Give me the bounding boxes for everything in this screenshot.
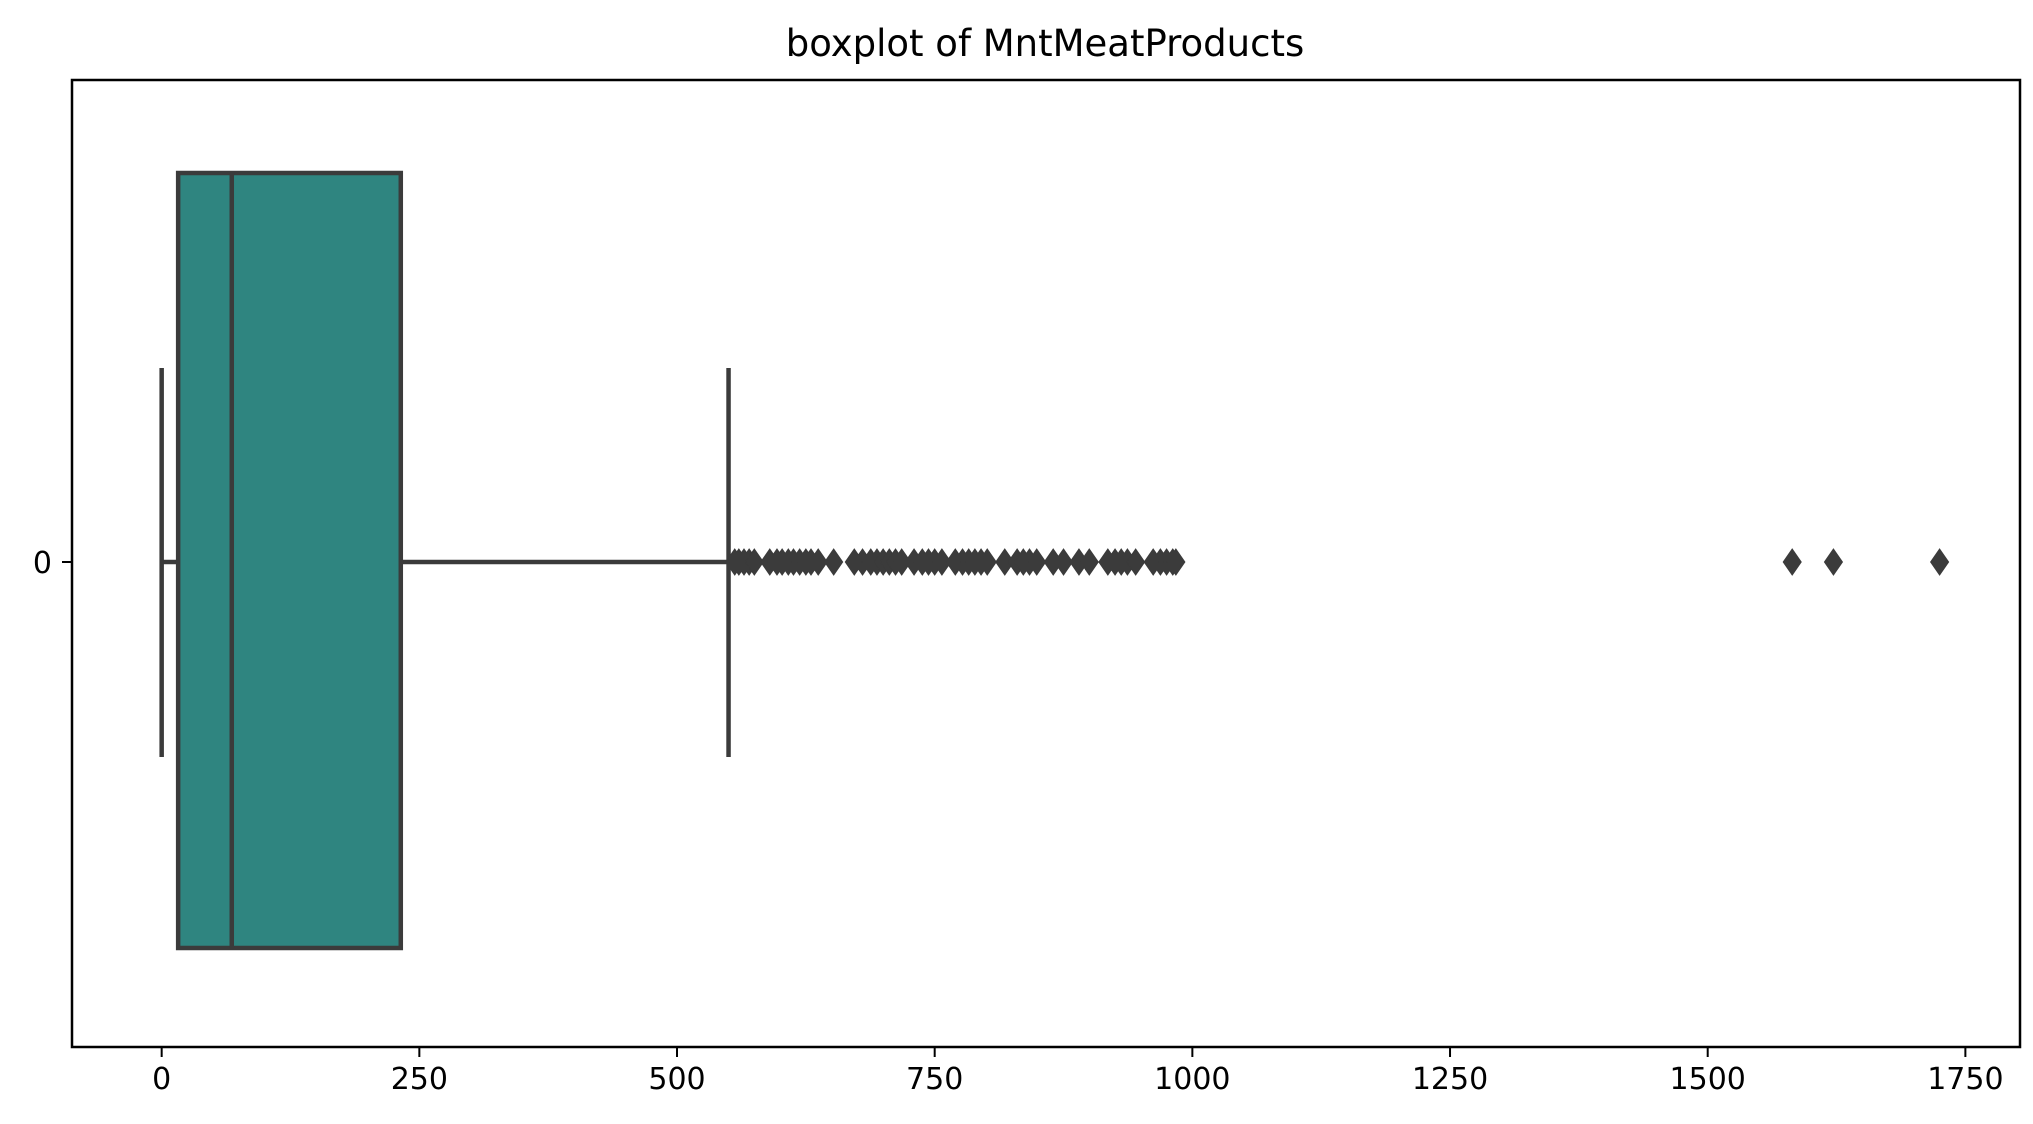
plot-frame — [70, 78, 2022, 1049]
outlier-point — [1166, 548, 1186, 576]
iqr-box — [175, 170, 404, 951]
plot-area — [159, 170, 1950, 951]
outlier-point — [1782, 548, 1802, 576]
x-tick-label: 1000 — [1154, 1062, 1230, 1097]
outlier-point — [744, 548, 764, 576]
outlier-point — [1929, 548, 1950, 576]
outlier-point — [808, 548, 828, 576]
outlier-point — [1126, 548, 1146, 576]
y-tick-label: 0 — [33, 546, 52, 581]
x-tick-label: 1750 — [1927, 1062, 2003, 1097]
x-tick-label: 250 — [391, 1062, 448, 1097]
x-tick-label: 1250 — [1412, 1062, 1488, 1097]
axes: 0 250 500 750 1000 1250 1500 1750 0 — [33, 546, 2004, 1097]
x-tick-label: 750 — [906, 1062, 963, 1097]
outlier-point — [932, 548, 952, 576]
chart-title: boxplot of MntMeatProducts — [786, 22, 1305, 65]
outlier-point — [1027, 548, 1047, 576]
outlier-point — [1053, 548, 1074, 576]
outlier-point — [1079, 548, 1099, 576]
x-tick-label: 1500 — [1670, 1062, 1746, 1097]
outlier-point — [824, 548, 844, 576]
outlier-point — [977, 548, 997, 576]
x-tick-label: 0 — [152, 1062, 171, 1097]
outlier-point — [1823, 548, 1844, 576]
x-tick-label: 500 — [648, 1062, 705, 1097]
